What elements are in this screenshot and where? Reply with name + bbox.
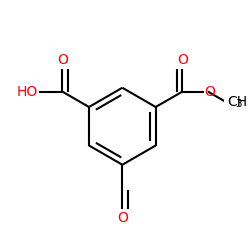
Text: CH: CH (227, 95, 248, 109)
Text: O: O (57, 52, 68, 66)
Text: O: O (177, 52, 188, 66)
Text: O: O (204, 84, 216, 98)
Text: 3: 3 (235, 100, 242, 110)
Text: O: O (117, 211, 128, 225)
Text: HO: HO (17, 84, 38, 98)
